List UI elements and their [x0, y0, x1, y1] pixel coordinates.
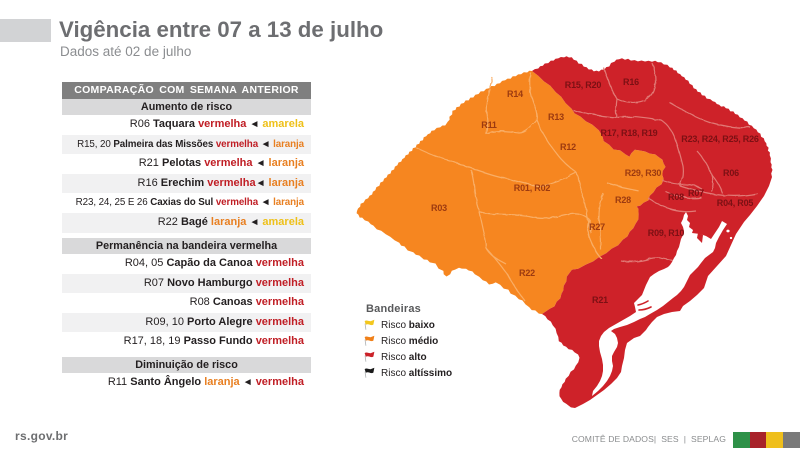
svg-text:R03: R03 — [431, 203, 447, 213]
svg-text:R14: R14 — [507, 89, 523, 99]
svg-text:R23, R24, R25, R26: R23, R24, R25, R26 — [681, 134, 759, 144]
svg-text:R16: R16 — [623, 77, 639, 87]
svg-text:R27: R27 — [589, 222, 605, 232]
svg-text:R07: R07 — [688, 188, 704, 198]
svg-text:R21: R21 — [592, 295, 608, 305]
svg-text:R29, R30: R29, R30 — [625, 168, 662, 178]
svg-text:R08: R08 — [668, 192, 684, 202]
svg-text:R17, R18, R19: R17, R18, R19 — [601, 128, 658, 138]
svg-text:R12: R12 — [560, 142, 576, 152]
svg-text:R22: R22 — [519, 268, 535, 278]
svg-text:R01, R02: R01, R02 — [514, 183, 551, 193]
svg-text:R04, R05: R04, R05 — [717, 198, 754, 208]
svg-text:R15, R20: R15, R20 — [565, 80, 602, 90]
svg-text:R11: R11 — [481, 120, 497, 130]
svg-text:R28: R28 — [615, 195, 631, 205]
svg-text:R06: R06 — [723, 168, 739, 178]
svg-text:R09, R10: R09, R10 — [648, 228, 685, 238]
svg-text:R13: R13 — [548, 112, 564, 122]
